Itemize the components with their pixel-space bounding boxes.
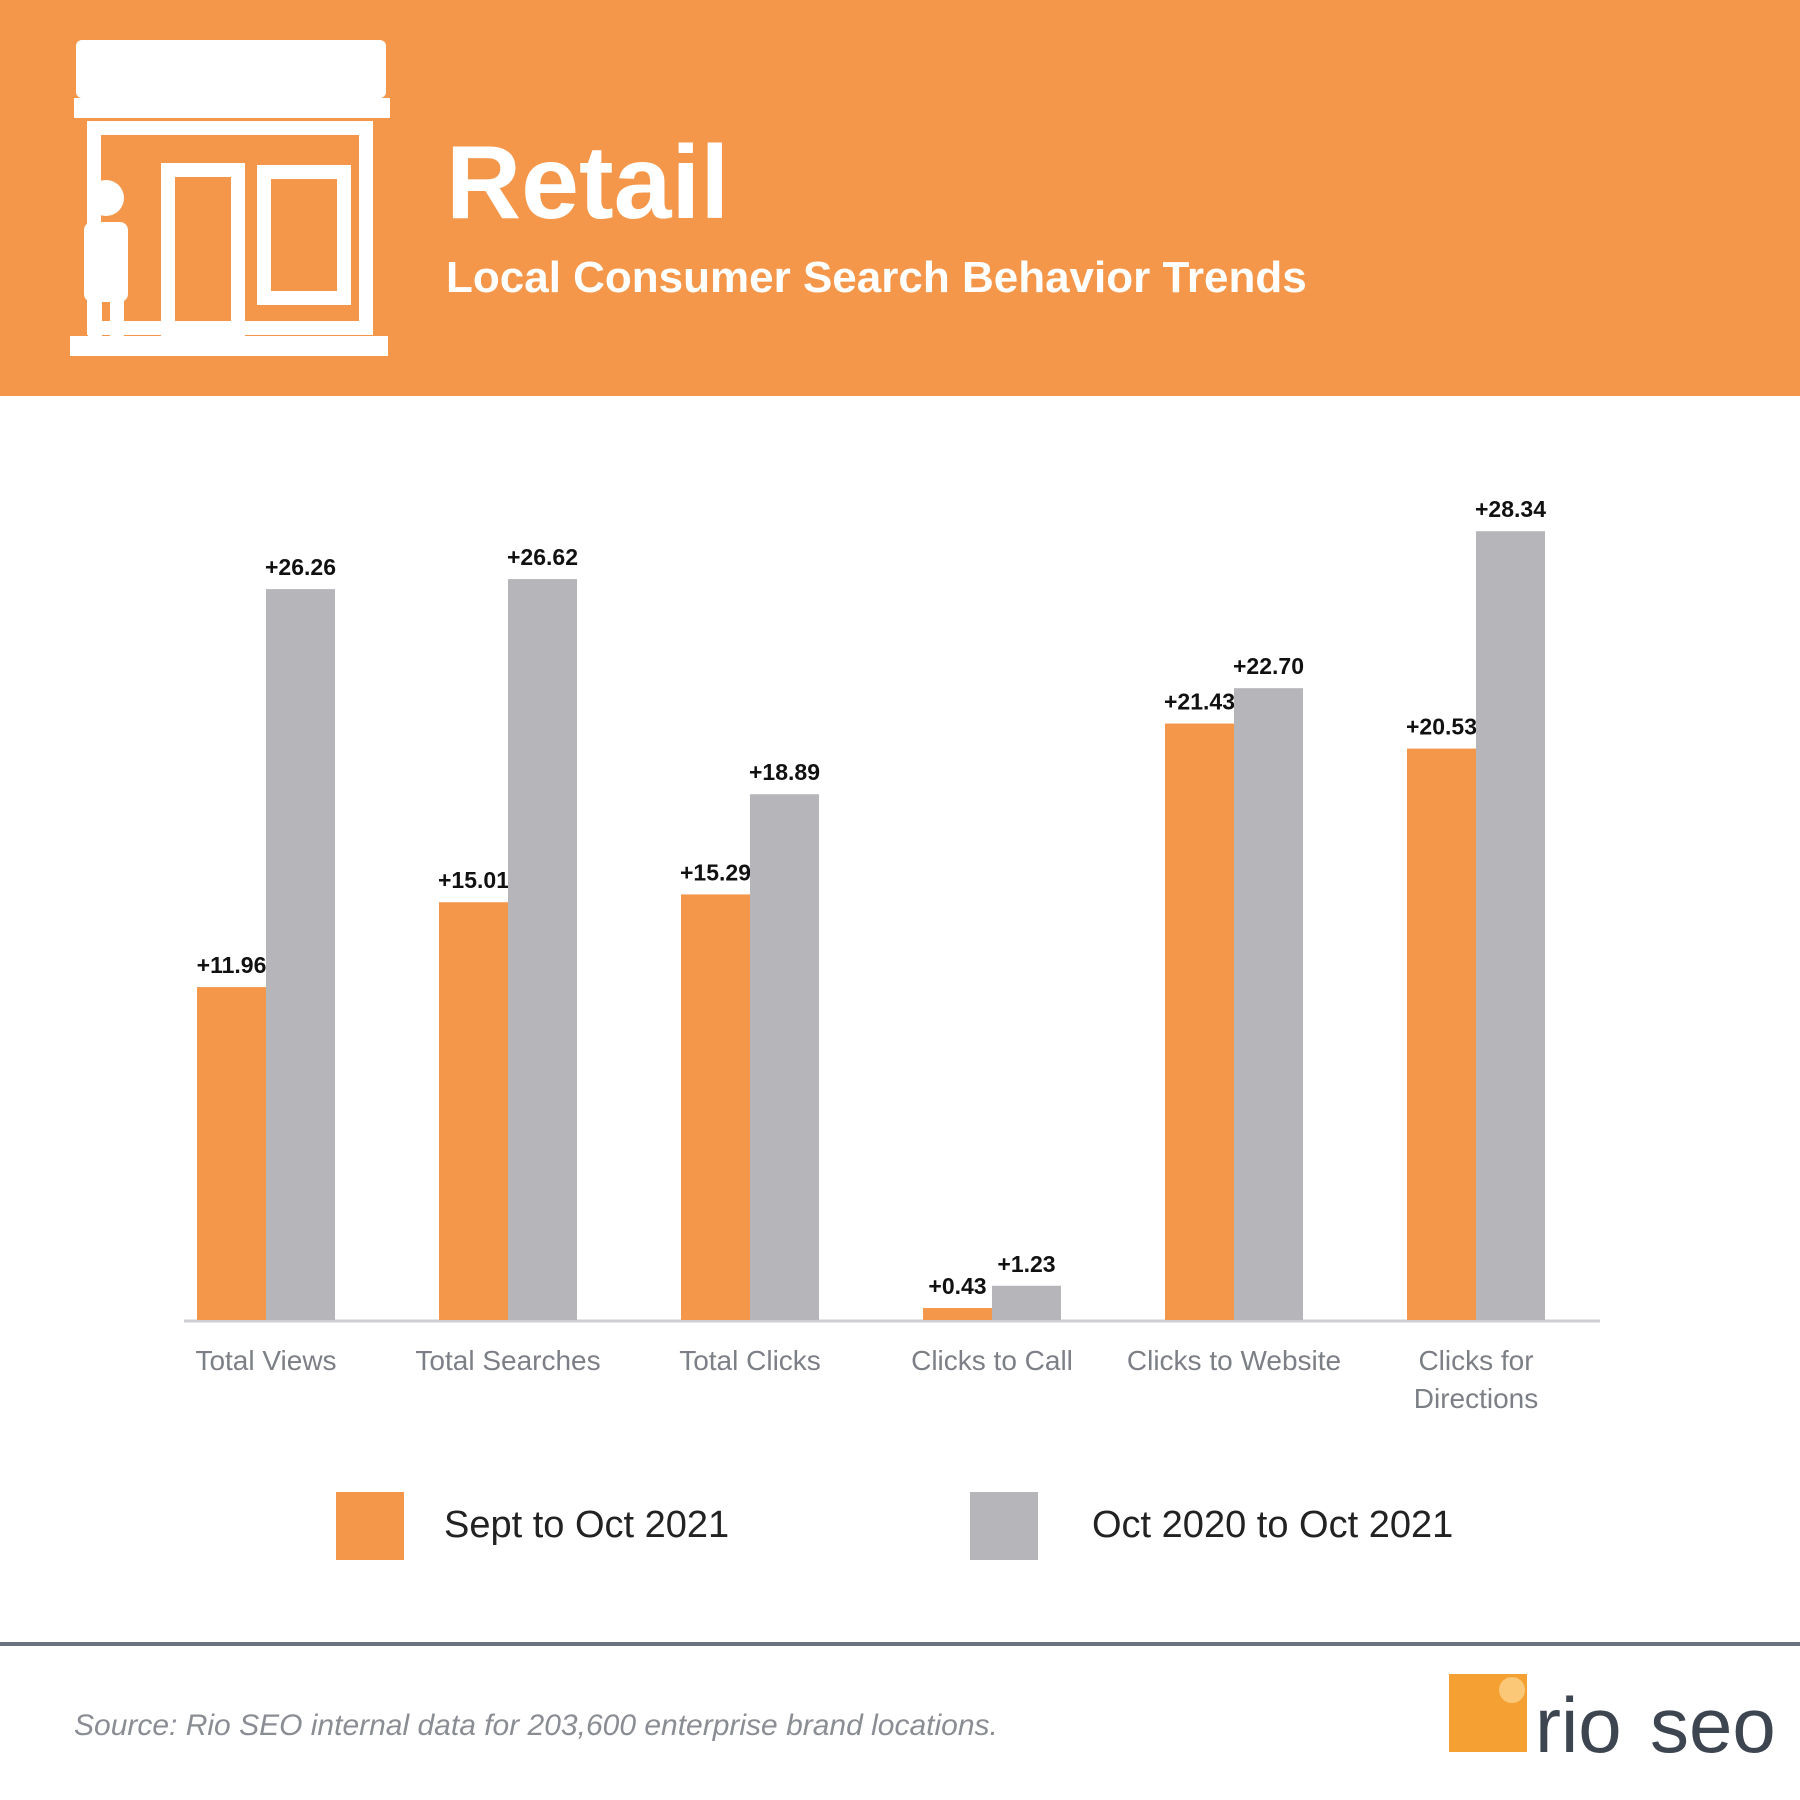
bar [1476, 531, 1545, 1320]
value-label: +28.34 [1475, 496, 1546, 522]
bar [508, 579, 577, 1320]
bar [681, 894, 750, 1320]
x-tick-label: Total Clicks [679, 1345, 821, 1376]
title: Retail [446, 125, 729, 241]
legend-label: Oct 2020 to Oct 2021 [1092, 1504, 1453, 1546]
bar [1165, 723, 1234, 1320]
logo-text: rio [1535, 1681, 1622, 1769]
value-label: +26.62 [507, 544, 578, 570]
x-tick-label: Total Searches [415, 1345, 601, 1376]
x-tick-label: Clicks for Directions [1413, 1345, 1539, 1414]
logo-dot [1499, 1677, 1525, 1703]
value-label: +20.53 [1406, 714, 1477, 740]
x-tick-label: Total Views [195, 1345, 337, 1376]
value-label: +15.01 [438, 867, 509, 893]
logo-text: seo [1650, 1681, 1776, 1769]
bar [266, 589, 335, 1320]
bar [439, 902, 508, 1320]
legend-label: Sept to Oct 2021 [444, 1504, 729, 1546]
bar [923, 1308, 992, 1320]
bar [992, 1285, 1061, 1320]
value-label: +11.96 [197, 952, 267, 978]
source-note: Source: Rio SEO internal data for 203,60… [74, 1709, 998, 1742]
bar [1234, 688, 1303, 1320]
value-label: +18.89 [749, 759, 820, 785]
value-label: +22.70 [1233, 653, 1304, 679]
value-label: +0.43 [928, 1273, 986, 1299]
bar [1407, 748, 1476, 1320]
value-label: +26.26 [265, 554, 336, 580]
value-label: +15.29 [680, 859, 751, 885]
value-label: +1.23 [997, 1251, 1055, 1277]
value-label: +21.43 [1164, 689, 1235, 715]
bar [197, 987, 266, 1320]
x-tick-label: Clicks to Website [1126, 1345, 1342, 1376]
legend-swatch [970, 1492, 1038, 1560]
store-icon [70, 40, 390, 356]
x-tick-label: Clicks to Call [911, 1345, 1073, 1376]
bar [750, 794, 819, 1320]
subtitle: Local Consumer Search Behavior Trends [446, 253, 1307, 302]
legend-swatch [336, 1492, 404, 1560]
